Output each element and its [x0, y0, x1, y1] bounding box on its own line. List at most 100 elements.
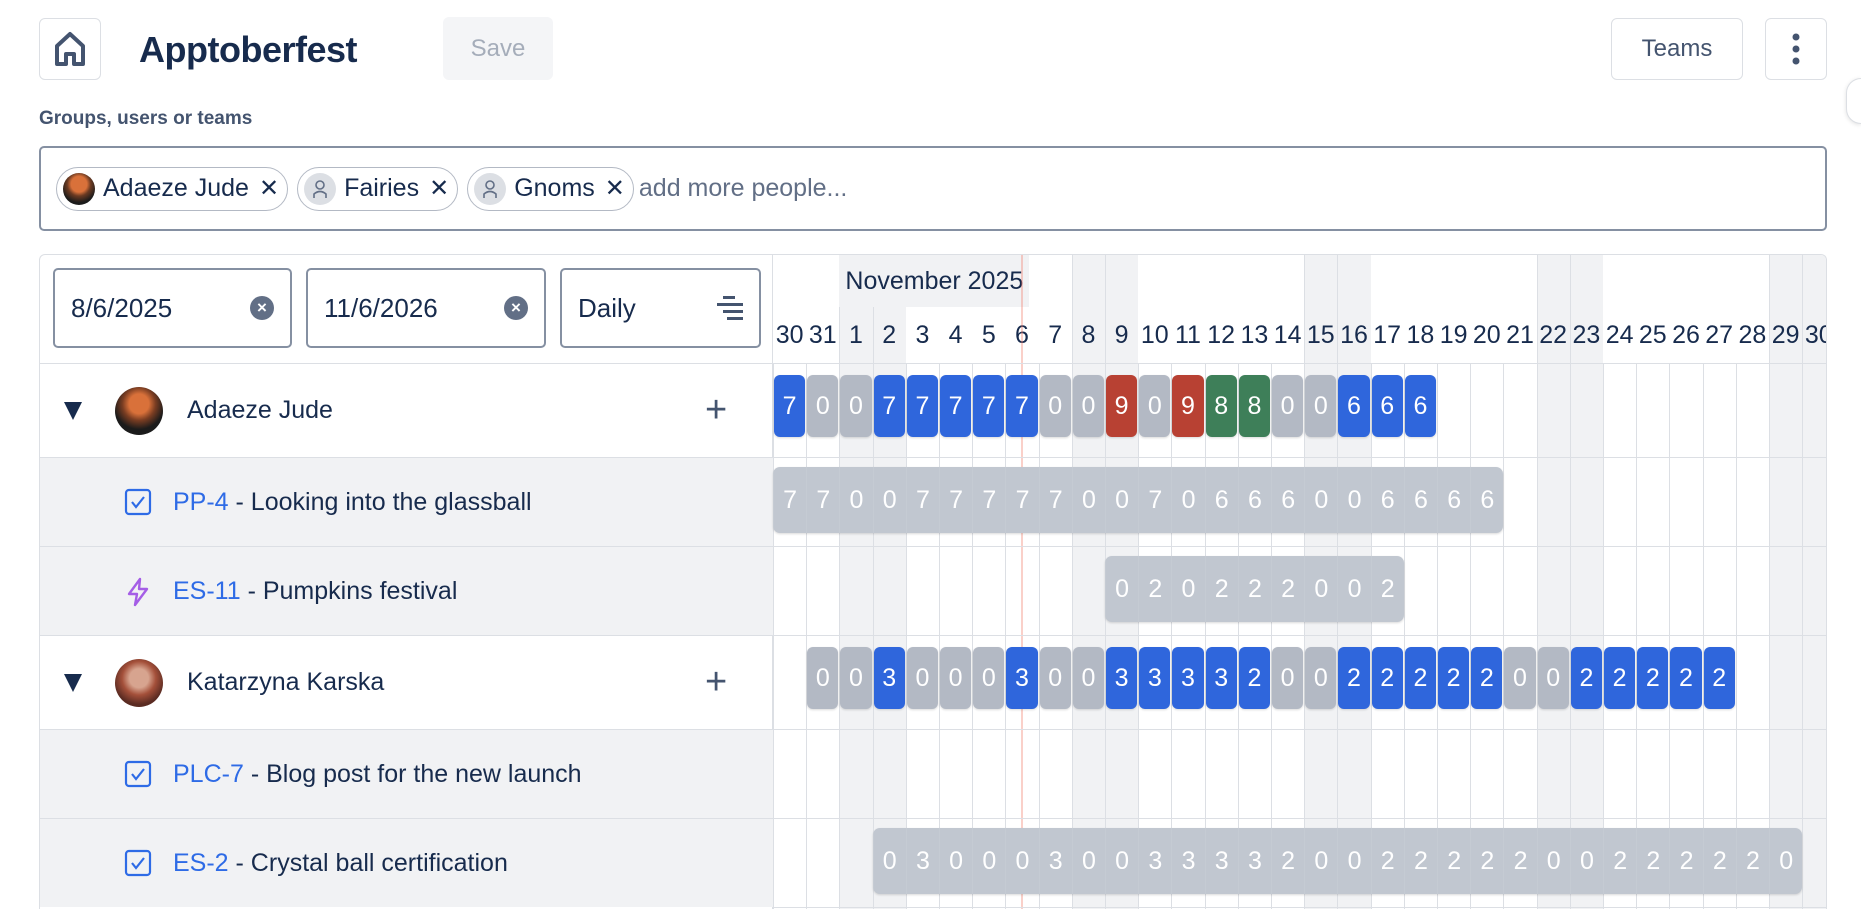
collapse-triangle-icon[interactable] [64, 401, 82, 420]
save-button[interactable]: Save [443, 17, 553, 80]
day-label: 23 [1572, 320, 1601, 349]
person-name: Katarzyna Karska [187, 668, 385, 696]
task-key-link[interactable]: ES-2 [173, 848, 229, 877]
task-row[interactable]: PLC-7 - Blog post for the new launch [40, 729, 773, 818]
capacity-cell: 0 [1039, 375, 1071, 437]
add-task-button[interactable]: + [705, 661, 728, 703]
task-key-link[interactable]: PLC-7 [173, 759, 244, 788]
day-column [839, 255, 873, 909]
more-options-button[interactable] [1765, 18, 1827, 80]
person-row[interactable]: Katarzyna Karska + [40, 635, 773, 729]
capacity-cell: 8 [1205, 375, 1237, 437]
rows-panel: 8/6/2025 × 11/6/2026 × Daily Adaeze Jude… [40, 255, 773, 909]
day-label: 30 [775, 320, 804, 349]
day-column [1138, 363, 1171, 909]
allocation-cell: 2 [1470, 828, 1503, 894]
allocation-cell: 6 [1271, 467, 1304, 533]
capacity-cell: 2 [1238, 647, 1270, 709]
capacity-cell: 0 [1504, 647, 1536, 709]
capacity-cell: 7 [973, 375, 1005, 437]
end-date-field[interactable]: 11/6/2026 × [306, 268, 546, 348]
allocation-cell: 0 [972, 828, 1005, 894]
person-row[interactable]: Adaeze Jude + [40, 363, 773, 457]
capacity-cell: 6 [1338, 375, 1370, 437]
capacity-cell: 7 [774, 375, 806, 437]
day-label: 14 [1273, 320, 1302, 349]
collapse-triangle-icon[interactable] [64, 673, 82, 692]
day-label: 15 [1306, 320, 1335, 349]
task-row[interactable]: ES-11 - Pumpkins festival [40, 546, 773, 635]
header-divider [40, 363, 772, 364]
allocation-cell: 2 [1735, 828, 1769, 894]
task-title: ES-2 - Crystal ball certification [173, 849, 508, 878]
people-picker-input[interactable]: Adaeze Jude ✕ Fairies ✕ Gnoms ✕ add more… [39, 146, 1827, 231]
month-label: November 2025 [839, 255, 1030, 307]
allocation-cell: 2 [1138, 556, 1171, 622]
capacity-cell: 6 [1404, 375, 1436, 437]
row-divider [773, 729, 1826, 730]
capacity-cell: 7 [906, 375, 938, 437]
home-button[interactable] [39, 18, 101, 80]
add-task-button[interactable]: + [705, 389, 728, 431]
page-title: Apptoberfest [139, 29, 358, 70]
allocation-cell: 0 [1171, 556, 1204, 622]
capacity-cell: 0 [1072, 375, 1104, 437]
capacity-cell: 0 [1272, 647, 1304, 709]
people-search-placeholder[interactable]: add more people... [638, 174, 848, 202]
allocation-cell: 2 [1503, 828, 1536, 894]
allocation-cell: 2 [1403, 828, 1437, 894]
allocation-cell: 2 [1271, 828, 1304, 894]
start-date-field[interactable]: 8/6/2025 × [53, 268, 292, 348]
capacity-cell: 3 [1172, 647, 1204, 709]
allocation-cell: 0 [1569, 828, 1603, 894]
avatar [115, 658, 163, 707]
allocation-cell: 7 [773, 467, 806, 533]
allocation-cell: 2 [1636, 828, 1669, 894]
task-summary: - Looking into the glassball [228, 487, 532, 516]
allocation-cell: 2 [1204, 556, 1238, 622]
remove-chip-icon[interactable]: ✕ [429, 175, 450, 202]
capacity-cell: 0 [940, 647, 972, 709]
day-label: 21 [1506, 320, 1534, 349]
row-divider [773, 546, 1826, 547]
day-label: 22 [1539, 320, 1568, 349]
checkbox-task-icon [124, 488, 152, 516]
allocation-cell: 0 [1337, 467, 1370, 533]
side-panel-toggle[interactable] [1846, 78, 1861, 124]
capacity-cell: 3 [873, 647, 905, 709]
day-label: 6 [1015, 320, 1029, 349]
allocation-cell: 7 [1138, 467, 1171, 533]
capacity-cell: 0 [1305, 375, 1337, 437]
clear-icon[interactable]: × [250, 296, 274, 320]
day-column [1403, 363, 1437, 909]
day-column [1735, 363, 1769, 909]
allocation-cell: 0 [872, 828, 906, 894]
task-key-link[interactable]: PP-4 [173, 487, 229, 516]
teams-button[interactable]: Teams [1611, 18, 1743, 80]
task-summary: - Pumpkins festival [240, 576, 458, 605]
allocation-cell: 0 [1337, 556, 1370, 622]
allocation-cell: 0 [1304, 467, 1337, 533]
capacity-cell: 0 [1272, 375, 1304, 437]
granularity-select[interactable]: Daily [560, 268, 761, 348]
capacity-cell: 0 [1139, 375, 1171, 437]
day-column [1038, 363, 1072, 909]
checkbox-task-icon [124, 849, 152, 877]
allocation-cell: 7 [806, 467, 839, 533]
task-row[interactable]: ES-2 - Crystal ball certification [40, 818, 773, 907]
task-row[interactable]: PP-4 - Looking into the glassball [40, 457, 773, 546]
day-label: 31 [808, 320, 837, 349]
task-key-link[interactable]: ES-11 [173, 576, 241, 605]
clear-icon[interactable]: × [504, 296, 528, 320]
allocation-cell: 0 [1105, 556, 1138, 622]
remove-chip-icon[interactable]: ✕ [604, 175, 625, 202]
remove-chip-icon[interactable]: ✕ [258, 175, 280, 202]
day-column [1702, 363, 1736, 909]
day-column [1237, 363, 1271, 909]
capacity-cell: 3 [1106, 647, 1138, 709]
day-column [1071, 255, 1105, 909]
capacity-cell: 2 [1404, 647, 1436, 709]
